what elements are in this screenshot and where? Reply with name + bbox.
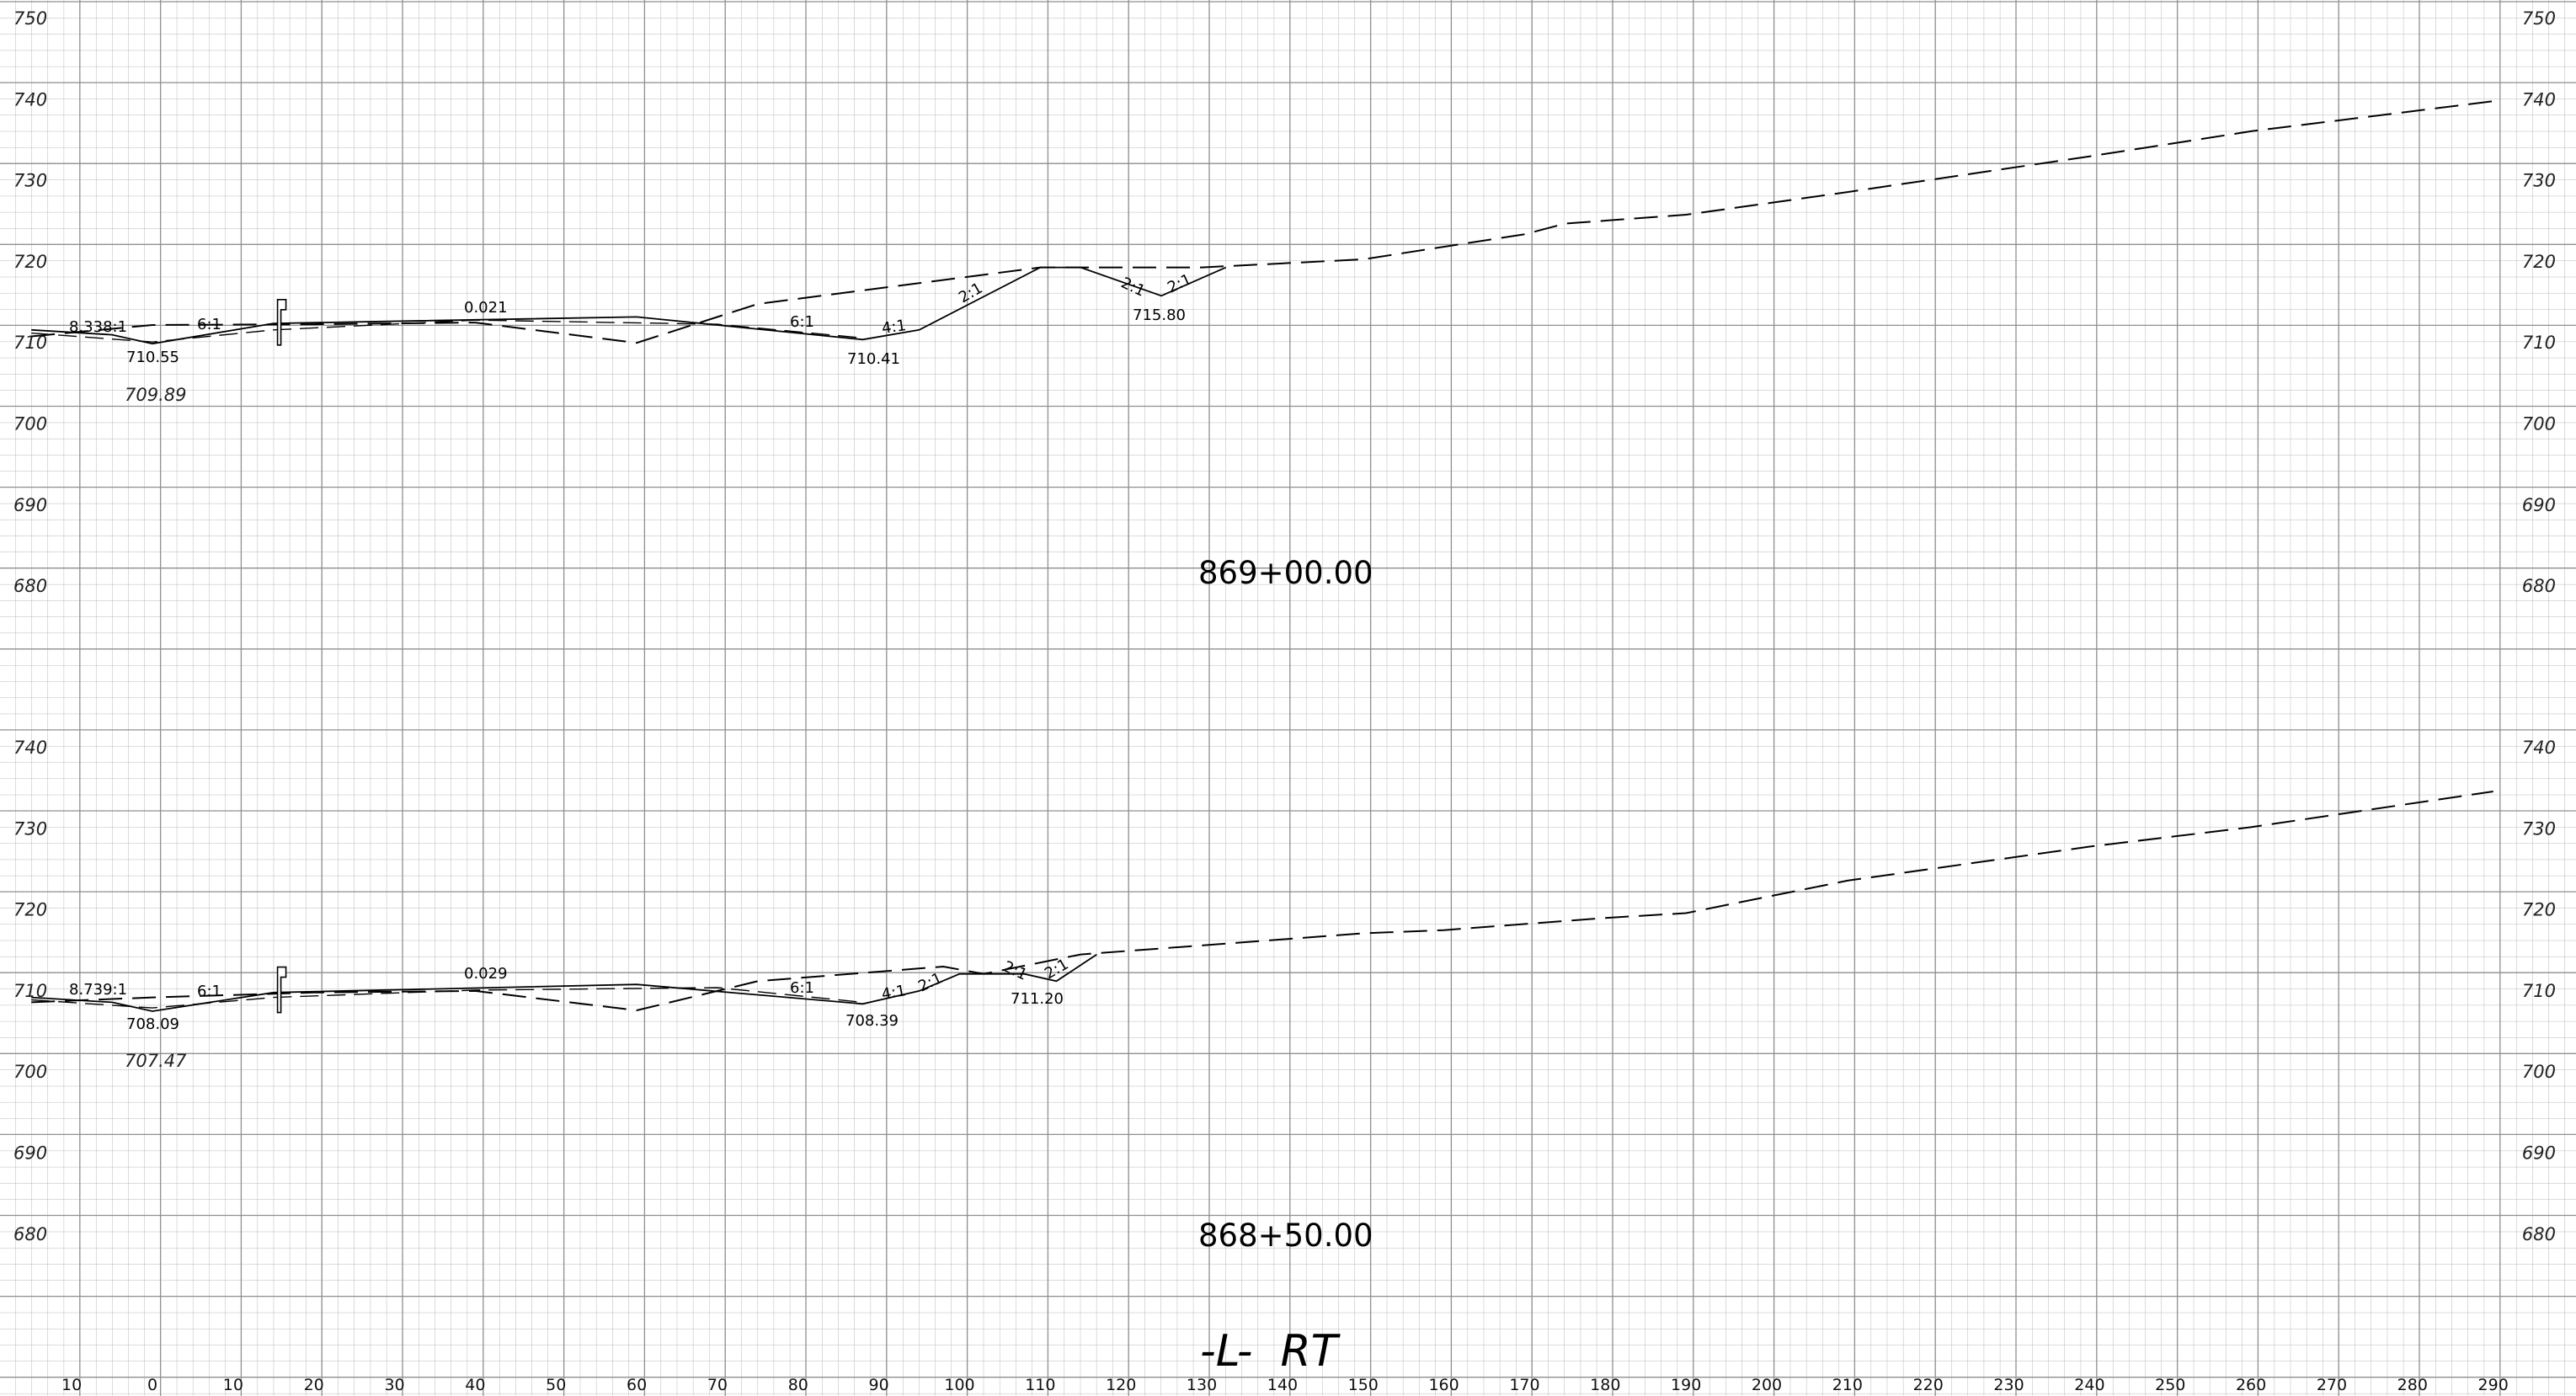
elevation-label-right: 680 bbox=[2522, 576, 2556, 596]
left-elevation-label: 710.55 bbox=[126, 349, 179, 366]
elevation-label-right: 750 bbox=[2522, 8, 2556, 29]
ditch-elevation-label: 710.41 bbox=[847, 350, 900, 368]
offset-tick-label: 190 bbox=[1671, 1376, 1701, 1394]
existing-elevation-label: 709.89 bbox=[125, 385, 186, 405]
offset-tick-label: 210 bbox=[1832, 1376, 1863, 1394]
elevation-label-right: 710 bbox=[2522, 333, 2556, 353]
offset-tick-label: 280 bbox=[2397, 1376, 2428, 1394]
subgrade-line bbox=[31, 319, 863, 343]
offset-tick-label: 240 bbox=[2074, 1376, 2104, 1394]
crown-grade-label: 0.029 bbox=[464, 965, 508, 983]
elevation-labels-right: 750 740 730 720 710 700 690 680 bbox=[2522, 8, 2556, 596]
elevation-label-left: 700 bbox=[13, 1062, 47, 1082]
offset-tick-label: 170 bbox=[1509, 1376, 1539, 1394]
offset-tick-label: 10 bbox=[223, 1376, 243, 1394]
elevation-label-left: 690 bbox=[13, 1143, 47, 1164]
offset-tick-label: 160 bbox=[1428, 1376, 1459, 1394]
existing-elevation-label: 707.47 bbox=[125, 1051, 187, 1071]
offset-tick-label: 290 bbox=[2478, 1376, 2509, 1394]
slope-6-1-right-label: 6:1 bbox=[790, 979, 814, 997]
offset-tick-label: 200 bbox=[1752, 1376, 1782, 1394]
station-label: 868+50.00 bbox=[1198, 1218, 1373, 1254]
elevation-label-right: 720 bbox=[2522, 900, 2556, 920]
elevation-label-right: 690 bbox=[2522, 495, 2556, 515]
offset-tick-label: 110 bbox=[1025, 1376, 1055, 1394]
existing-ground-line bbox=[31, 100, 2493, 344]
slope-6-1-left-label: 6:1 bbox=[197, 316, 221, 333]
elevation-label-right: 730 bbox=[2522, 818, 2556, 839]
elevation-label-left: 730 bbox=[13, 171, 47, 191]
elevation-label-left: 690 bbox=[13, 495, 47, 515]
right-of-way-marker bbox=[276, 298, 287, 346]
offset-tick-label: 40 bbox=[465, 1376, 485, 1394]
elevation-label-left: 740 bbox=[13, 738, 47, 758]
elevation-label-left: 720 bbox=[13, 900, 47, 920]
offset-tick-label: 80 bbox=[788, 1376, 808, 1394]
elevation-label-right: 710 bbox=[2522, 981, 2556, 1001]
offset-tick-label: 20 bbox=[304, 1376, 324, 1394]
offset-tick-label: 140 bbox=[1267, 1376, 1298, 1394]
elevation-label-right: 740 bbox=[2522, 89, 2556, 109]
offset-tick-label: 50 bbox=[546, 1376, 566, 1394]
marker-flag bbox=[276, 298, 287, 346]
offset-tick-label: 0 bbox=[147, 1376, 157, 1394]
elevation-label-left: 680 bbox=[13, 576, 47, 596]
offset-tick-label: 30 bbox=[384, 1376, 404, 1394]
slope-6-1-right-label: 6:1 bbox=[790, 313, 814, 331]
ditch-elevation-label: 708.39 bbox=[845, 1012, 899, 1030]
crown-grade-label: 0.021 bbox=[464, 299, 508, 317]
left-elevation-label: 708.09 bbox=[126, 1015, 179, 1033]
cross-section-868: 740 730 720 710 700 690 680 740 730 720 710 700 690… bbox=[13, 738, 2556, 1254]
elevation-label-right: 720 bbox=[2522, 252, 2556, 272]
offset-tick-label: 70 bbox=[707, 1376, 728, 1394]
station-label: 869+00.00 bbox=[1198, 555, 1373, 591]
elevation-label-right: 740 bbox=[2522, 738, 2556, 758]
elevation-label-left: 680 bbox=[13, 1224, 47, 1244]
offset-tick-label: 120 bbox=[1106, 1376, 1136, 1394]
ditch2-elevation-label: 715.80 bbox=[1133, 306, 1186, 324]
sheet-label: -L- RT bbox=[1200, 1326, 1341, 1377]
offset-tick-label: 180 bbox=[1590, 1376, 1620, 1394]
offset-tick-label: 250 bbox=[2155, 1376, 2185, 1394]
elevation-label-right: 690 bbox=[2522, 1143, 2556, 1164]
elevation-label-right: 700 bbox=[2522, 1062, 2556, 1082]
elevation-label-left: 740 bbox=[13, 89, 47, 109]
offset-tick-label: 270 bbox=[2317, 1376, 2347, 1394]
elevation-label-right: 680 bbox=[2522, 1224, 2556, 1244]
offset-axis-labels: 10 0 10 20 30 40 50 60 70 80 90 100 110 120 130 140 150 1… bbox=[61, 1376, 2509, 1394]
elevation-label-left: 700 bbox=[13, 414, 47, 434]
right-of-way-marker bbox=[276, 966, 287, 1014]
offset-tick-label: 230 bbox=[1993, 1376, 2024, 1394]
proposed-section-line bbox=[31, 953, 1097, 1012]
offset-tick-label: 10 bbox=[61, 1376, 82, 1394]
elevation-label-left: 730 bbox=[13, 818, 47, 839]
offset-tick-label: 90 bbox=[869, 1376, 889, 1394]
offset-tick-label: 260 bbox=[2236, 1376, 2266, 1394]
offset-tick-label: 150 bbox=[1348, 1376, 1379, 1394]
elevation-label-right: 730 bbox=[2522, 171, 2556, 191]
offset-tick-label: 60 bbox=[627, 1376, 647, 1394]
elevation-label-left: 720 bbox=[13, 252, 47, 272]
slope-4-1-label: 4:1 bbox=[880, 982, 907, 1004]
slope-6-1-left-label: 6:1 bbox=[197, 983, 221, 1000]
left-slope-label: 8.338:1 bbox=[69, 318, 127, 336]
left-slope-label: 8.739:1 bbox=[69, 981, 127, 999]
ditch2-elevation-label: 711.20 bbox=[1011, 990, 1064, 1008]
offset-tick-label: 100 bbox=[944, 1376, 974, 1394]
marker-flag bbox=[276, 966, 287, 1014]
offset-tick-label: 220 bbox=[1913, 1376, 1944, 1394]
offset-tick-label: 130 bbox=[1187, 1376, 1217, 1394]
slope-4-1-label: 4:1 bbox=[881, 317, 908, 338]
elevation-label-right: 700 bbox=[2522, 414, 2556, 434]
subgrade-line bbox=[31, 987, 863, 1009]
elevation-label-left: 750 bbox=[13, 8, 47, 29]
elevation-labels-right: 740 730 720 710 700 690 680 bbox=[2522, 738, 2556, 1244]
